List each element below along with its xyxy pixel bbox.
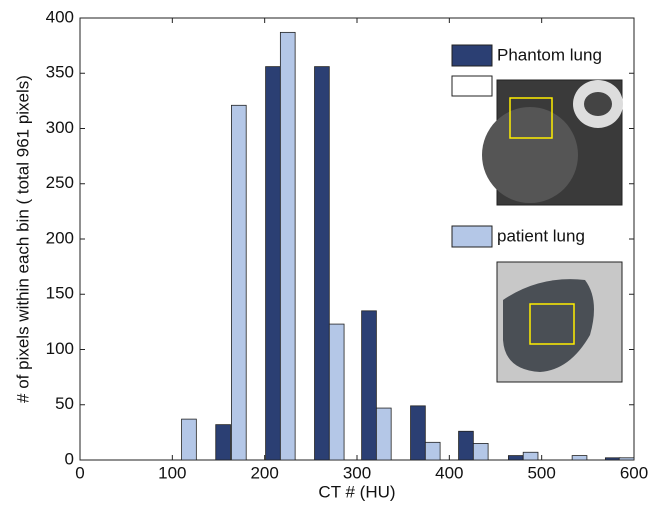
x-tick-label: 200 — [250, 463, 278, 482]
legend-label: patient lung — [497, 226, 585, 245]
bar — [362, 311, 377, 460]
bar — [459, 431, 474, 460]
y-tick-label: 250 — [46, 173, 74, 192]
bar — [572, 456, 587, 460]
y-tick-label: 350 — [46, 63, 74, 82]
inset-phantom — [482, 80, 623, 205]
x-tick-label: 400 — [435, 463, 463, 482]
y-axis-label: # of pixels within each bin ( total 961 … — [13, 75, 32, 403]
bar — [473, 443, 488, 460]
legend-empty-swatch — [452, 76, 492, 96]
y-tick-label: 0 — [65, 449, 74, 468]
bar — [231, 105, 246, 460]
chart: CT # (HU) # of pixels within each bin ( … — [0, 0, 667, 510]
bar — [605, 458, 620, 460]
x-tick-label: 0 — [75, 463, 84, 482]
y-tick-label: 400 — [46, 7, 74, 26]
x-axis-label: CT # (HU) — [318, 482, 395, 501]
bar — [216, 425, 231, 460]
x-tick-label: 100 — [158, 463, 186, 482]
bar — [619, 458, 634, 460]
legend-label: Phantom lung — [497, 45, 602, 64]
bar — [425, 442, 440, 460]
y-tick-label: 150 — [46, 284, 74, 303]
y-tick-label: 50 — [55, 394, 74, 413]
y-tick-label: 100 — [46, 339, 74, 358]
legend-swatch — [452, 45, 492, 66]
bar — [315, 67, 330, 460]
bar — [182, 419, 197, 460]
x-tick-label: 500 — [527, 463, 555, 482]
bar — [376, 408, 391, 460]
bar — [523, 452, 538, 460]
legend-swatch — [452, 226, 492, 247]
bar — [411, 406, 426, 460]
bar — [508, 456, 523, 460]
x-tick-label: 600 — [620, 463, 648, 482]
x-tick-label: 300 — [343, 463, 371, 482]
y-tick-label: 300 — [46, 118, 74, 137]
bar — [329, 324, 344, 460]
bar — [280, 32, 295, 460]
y-tick-label: 200 — [46, 228, 74, 247]
inset-patient — [497, 262, 622, 382]
bar — [266, 67, 281, 460]
